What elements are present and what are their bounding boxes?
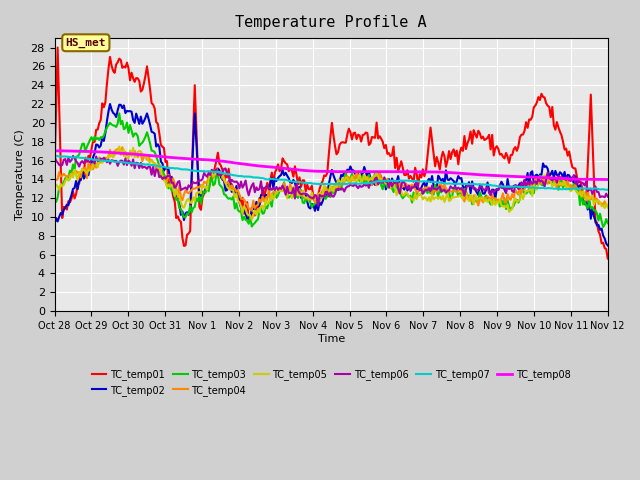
Line: TC_temp05: TC_temp05 <box>54 146 608 220</box>
TC_temp04 <box>248 207 255 213</box>
Line: TC_temp04: TC_temp04 <box>54 147 608 210</box>
TC_temp05 <box>248 217 255 223</box>
TC_temp01 <box>236 192 243 198</box>
TC_temp01 <box>245 217 253 223</box>
TC_temp08 <box>52 148 60 154</box>
Line: TC_temp03: TC_temp03 <box>54 113 608 227</box>
TC_temp01 <box>575 180 582 185</box>
TC_temp07 <box>575 186 582 192</box>
TC_temp03 <box>236 209 243 215</box>
TC_temp08 <box>236 161 243 167</box>
Line: TC_temp07: TC_temp07 <box>54 156 608 190</box>
TC_temp01 <box>51 170 58 176</box>
TC_temp05 <box>115 144 123 149</box>
TC_temp01 <box>294 181 302 187</box>
TC_temp08 <box>294 167 302 173</box>
TC_temp03 <box>217 183 225 189</box>
TC_temp08 <box>120 151 128 156</box>
TC_temp05 <box>576 189 584 195</box>
TC_temp06 <box>604 194 612 200</box>
TC_temp06 <box>234 180 242 186</box>
TC_temp06 <box>118 158 126 164</box>
TC_temp02 <box>217 174 225 180</box>
TC_temp08 <box>575 176 582 182</box>
TC_temp04 <box>245 205 253 211</box>
TC_temp06 <box>216 171 223 177</box>
TC_temp05 <box>245 212 253 218</box>
TC_temp04 <box>576 186 584 192</box>
TC_temp07 <box>236 173 243 179</box>
X-axis label: Time: Time <box>317 334 345 344</box>
TC_temp02 <box>106 101 114 107</box>
TC_temp02 <box>604 242 612 248</box>
TC_temp04 <box>118 144 126 150</box>
TC_temp04 <box>217 170 225 176</box>
TC_temp05 <box>296 193 303 199</box>
TC_temp02 <box>120 103 128 108</box>
Text: HS_met: HS_met <box>65 37 106 48</box>
TC_temp06 <box>292 181 300 187</box>
TC_temp02 <box>51 222 58 228</box>
TC_temp07 <box>245 174 253 180</box>
TC_temp07 <box>120 159 128 165</box>
TC_temp01 <box>54 45 61 50</box>
TC_temp04 <box>604 203 612 208</box>
TC_temp02 <box>236 200 243 205</box>
Line: TC_temp02: TC_temp02 <box>54 104 608 245</box>
Y-axis label: Temperature (C): Temperature (C) <box>15 129 25 220</box>
TC_temp03 <box>599 224 607 230</box>
Title: Temperature Profile A: Temperature Profile A <box>236 15 427 30</box>
TC_temp07 <box>294 179 302 185</box>
TC_temp06 <box>243 187 251 192</box>
TC_temp08 <box>217 158 225 164</box>
TC_temp06 <box>314 203 322 208</box>
TC_temp01 <box>217 163 225 168</box>
TC_temp02 <box>294 185 302 191</box>
TC_temp03 <box>51 194 58 200</box>
TC_temp04 <box>236 192 243 198</box>
TC_temp01 <box>120 64 128 70</box>
TC_temp03 <box>604 220 612 226</box>
TC_temp05 <box>236 199 243 205</box>
TC_temp06 <box>575 178 582 184</box>
TC_temp03 <box>575 187 582 192</box>
TC_temp08 <box>602 177 610 182</box>
TC_temp08 <box>245 162 253 168</box>
TC_temp04 <box>51 178 58 183</box>
TC_temp07 <box>217 170 225 176</box>
Line: TC_temp06: TC_temp06 <box>54 155 608 205</box>
TC_temp03 <box>245 221 253 227</box>
TC_temp07 <box>52 153 60 158</box>
Line: TC_temp01: TC_temp01 <box>54 48 608 259</box>
TC_temp07 <box>604 187 612 192</box>
TC_temp03 <box>115 110 123 116</box>
TC_temp08 <box>51 148 58 154</box>
TC_temp03 <box>120 126 128 132</box>
Line: TC_temp08: TC_temp08 <box>54 151 608 180</box>
Legend: TC_temp01, TC_temp02, TC_temp03, TC_temp04, TC_temp05, TC_temp06, TC_temp07, TC_: TC_temp01, TC_temp02, TC_temp03, TC_temp… <box>88 365 574 400</box>
TC_temp05 <box>604 204 612 210</box>
TC_temp01 <box>604 256 612 262</box>
TC_temp04 <box>296 186 303 192</box>
TC_temp05 <box>120 147 128 153</box>
TC_temp07 <box>51 153 58 158</box>
TC_temp04 <box>120 153 128 158</box>
TC_temp08 <box>604 177 612 182</box>
TC_temp02 <box>575 185 582 191</box>
TC_temp05 <box>51 184 58 190</box>
TC_temp05 <box>217 170 225 176</box>
TC_temp03 <box>294 195 302 201</box>
TC_temp02 <box>245 215 253 221</box>
TC_temp06 <box>51 152 58 158</box>
